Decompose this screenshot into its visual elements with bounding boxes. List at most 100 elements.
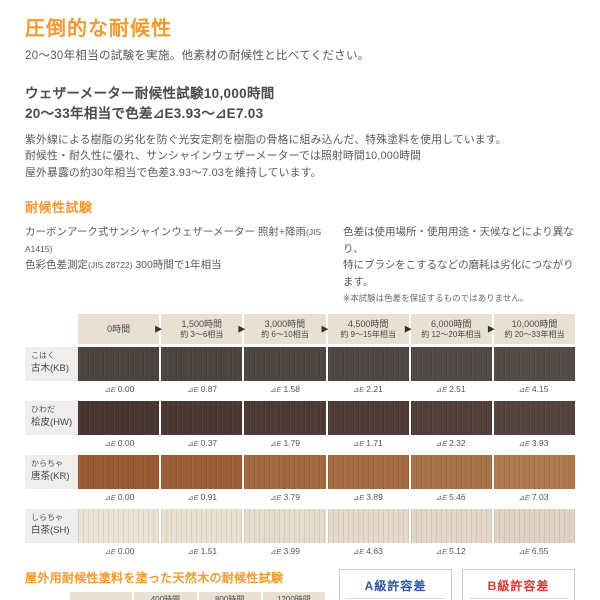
method-description: カーボンアーク式サンシャインウェザーメーター 照射+降雨(JIS A1415) … [25, 224, 343, 306]
wood-swatches-kr [78, 455, 576, 490]
delta-values-kb: ⊿E 0.00 ⊿E 0.87 ⊿E 1.58 ⊿E 2.21 ⊿E 2.51 ⊿E 4.1… [78, 381, 575, 394]
wood-swatch [161, 455, 243, 490]
outdoor-column-0h: 0時間 [70, 592, 133, 600]
intro-heading: ウェザーメーター耐候性試験10,000時間 20～33年相当で色差⊿E3.93～… [25, 84, 575, 125]
wood-swatch [78, 455, 160, 490]
arrow-right-icon: ▶ [487, 323, 495, 334]
delta-value: ⊿E 0.37 [187, 438, 218, 449]
row-label-sh: しらちゃ 白茶(SH) [25, 509, 78, 544]
wood-swatch [78, 347, 160, 382]
intro-body-line2: 耐候性・耐久性に優れ、サンシャインウェザーメーターでは照射時間10,000時間 [25, 150, 422, 163]
column-header-1500h: ▶ 1,500時間 約 3～6相当 [155, 314, 243, 345]
wood-swatch [493, 455, 576, 490]
jis-ref-1: (JIS A1415) [25, 226, 322, 254]
wood-swatch [327, 509, 409, 544]
delta-value: ⊿E 7.03 [518, 492, 549, 503]
outdoor-test-heading: 屋外用耐候性塗料を塗った天然木の耐候性試験 [25, 571, 284, 586]
wood-swatches-hw [78, 401, 576, 436]
arrow-right-icon: ▶ [238, 323, 246, 334]
wood-swatch [410, 401, 493, 436]
tolerance-box-a: A級許容差 ⊿E 1.6～3.2 JIS Z 8721 JIS L 0809 一… [339, 569, 452, 600]
outdoor-test-section: 屋外用耐候性塗料を塗った天然木の耐候性試験 0時間 400時間 (1.3年相当)… [25, 569, 575, 600]
outdoor-column-1200h: 1200時間 (4年相当) [262, 592, 325, 600]
wood-swatch [410, 455, 493, 490]
wood-swatches-kb [78, 347, 576, 382]
column-header-6000h: ▶ 6,000時間 約 12～20年相当 [405, 314, 492, 345]
column-header-3000h: ▶ 3,000時間 約 6～10相当 [238, 314, 326, 345]
wood-swatch [410, 509, 493, 544]
wood-swatch [161, 347, 243, 382]
arrow-right-icon: ▶ [404, 323, 412, 334]
wood-swatch [161, 401, 243, 436]
delta-value: ⊿E 2.21 [352, 384, 383, 395]
delta-value: ⊿E 3.99 [270, 546, 300, 557]
row-label-kr: からちゃ 唐茶(KR) [25, 455, 78, 490]
delta-value: ⊿E 0.00 [104, 438, 135, 449]
table-row-sh: しらちゃ 白茶(SH) ⊿E 0.00 ⊿E 1.51 ⊿E 3.99 ⊿E 4.63 … [25, 509, 576, 556]
wood-swatch [493, 401, 576, 436]
wood-swatch [493, 509, 576, 544]
table-row-kb: こはく 古木(KB) ⊿E 0.00 ⊿E 0.87 ⊿E 1.58 ⊿E 2.21 ⊿… [25, 347, 576, 394]
wood-swatch [161, 509, 243, 544]
row-label-kb: こはく 古木(KB) [25, 347, 78, 382]
arrow-right-icon: ▶ [321, 323, 329, 334]
row-label-hw: ひわだ 桧皮(HW) [25, 401, 78, 436]
tolerance-boxes: A級許容差 ⊿E 1.6～3.2 JIS Z 8721 JIS L 0809 一… [339, 569, 575, 600]
outdoor-column-400h: 400時間 (1.3年相当) [134, 592, 197, 600]
delta-value: ⊿E 4.63 [352, 546, 383, 557]
delta-value: ⊿E 0.00 [104, 384, 135, 395]
delta-value: ⊿E 2.32 [435, 438, 466, 449]
delta-value: ⊿E 5.46 [435, 492, 466, 503]
wood-swatch [244, 401, 326, 436]
intro-body: 紫外線による樹脂の劣化を防ぐ光安定剤を樹脂の骨格に組み込んだ、特殊塗料を使用して… [25, 132, 575, 182]
intro-body-line1: 紫外線による樹脂の劣化を防ぐ光安定剤を樹脂の骨格に組み込んだ、特殊塗料を使用して… [25, 133, 507, 146]
column-header-4500h: ▶ 4,500時間 約 9～15年相当 [322, 314, 409, 345]
delta-values-hw: ⊿E 0.00 ⊿E 0.37 ⊿E 1.79 ⊿E 1.71 ⊿E 2.32 ⊿E 3.9… [78, 435, 575, 448]
intro-heading-line2: 20～33年相当で色差⊿E3.93～⊿E7.03 [25, 106, 264, 122]
column-header-10000h: ▶ 10,000時間 約 20～33年相当 [488, 314, 576, 345]
delta-values-kr: ⊿E 0.00 ⊿E 0.91 ⊿E 3.79 ⊿E 3.89 ⊿E 5.46 ⊿E 7.0… [78, 489, 575, 502]
page-title: 圧倒的な耐候性 [25, 18, 172, 40]
delta-value: ⊿E 1.79 [270, 438, 300, 449]
delta-value: ⊿E 2.51 [435, 384, 466, 395]
page-subtitle: 20～30年相当の試験を実施。他素材の耐候性と比べてください。 [25, 50, 370, 62]
outdoor-test-table: 屋外用耐候性塗料を塗った天然木の耐候性試験 0時間 400時間 (1.3年相当)… [25, 569, 325, 600]
table-row-kr: からちゃ 唐茶(KR) ⊿E 0.00 ⊿E 0.91 ⊿E 3.79 ⊿E 3.89 … [25, 455, 576, 502]
delta-value: ⊿E 1.58 [270, 384, 300, 395]
delta-values-sh: ⊿E 0.00 ⊿E 1.51 ⊿E 3.99 ⊿E 4.63 ⊿E 5.12 ⊿E 6.5… [78, 543, 575, 556]
delta-value: ⊿E 5.12 [435, 546, 466, 557]
method-line1: カーボンアーク式サンシャインウェザーメーター 照射+降雨(JIS A1415) [25, 225, 322, 254]
tolerance-a-title: A級許容差 [346, 577, 445, 600]
weather-test-table: 0時間 ▶ 1,500時間 約 3～6相当 ▶ 3,000時間 約 6～10相当… [25, 314, 576, 556]
delta-value: ⊿E 3.93 [518, 438, 549, 449]
weather-table-header: 0時間 ▶ 1,500時間 約 3～6相当 ▶ 3,000時間 約 6～10相当… [78, 314, 576, 345]
outdoor-column-800h: 800時間 (2.6年相当) [198, 592, 261, 600]
usage-note: 色差は使用場所・使用用途・天候などにより異なり、 特にブラシをこするなどの磨耗は… [343, 224, 575, 306]
delta-value: ⊿E 1.51 [187, 546, 218, 557]
delta-value: ⊿E 0.00 [104, 492, 135, 503]
delta-value: ⊿E 1.71 [352, 438, 383, 449]
intro-heading-line1: ウェザーメーター耐候性試験10,000時間 [25, 86, 275, 101]
wood-swatch [78, 509, 160, 544]
delta-value: ⊿E 0.00 [104, 546, 135, 557]
jis-ref-2: (JIS Z8722) [88, 260, 133, 271]
usage-note-line2: 特にブラシをこするなどの磨耗は劣化につながります。 [343, 259, 574, 289]
delta-value: ⊿E 0.87 [187, 384, 218, 395]
usage-note-line1: 色差は使用場所・使用用途・天候などにより異なり、 [343, 225, 574, 255]
wood-swatch [410, 347, 493, 382]
method-line2: 色彩色差測定(JIS Z8722) 300時間で1年相当 [25, 259, 222, 272]
wood-swatch [327, 401, 409, 436]
delta-value: ⊿E 3.89 [352, 492, 383, 503]
wood-swatch [244, 347, 326, 382]
wood-swatch [493, 347, 576, 382]
intro-body-line3: 屋外暴露の約30年相当で色差3.93～7.03を維持しています。 [25, 166, 322, 179]
tolerance-box-b: B級許容差 ⊿E 3.2～6.5 色彩管理で一般的に扱われる 許容色差。印象レベ… [462, 569, 575, 600]
delta-value: ⊿E 0.91 [187, 492, 218, 503]
arrow-right-icon: ▶ [155, 323, 163, 334]
column-header-0h: 0時間 [78, 314, 160, 345]
wood-swatch [244, 509, 326, 544]
wood-swatches-sh [78, 509, 576, 544]
wood-swatch [327, 455, 409, 490]
wood-swatch [327, 347, 409, 382]
